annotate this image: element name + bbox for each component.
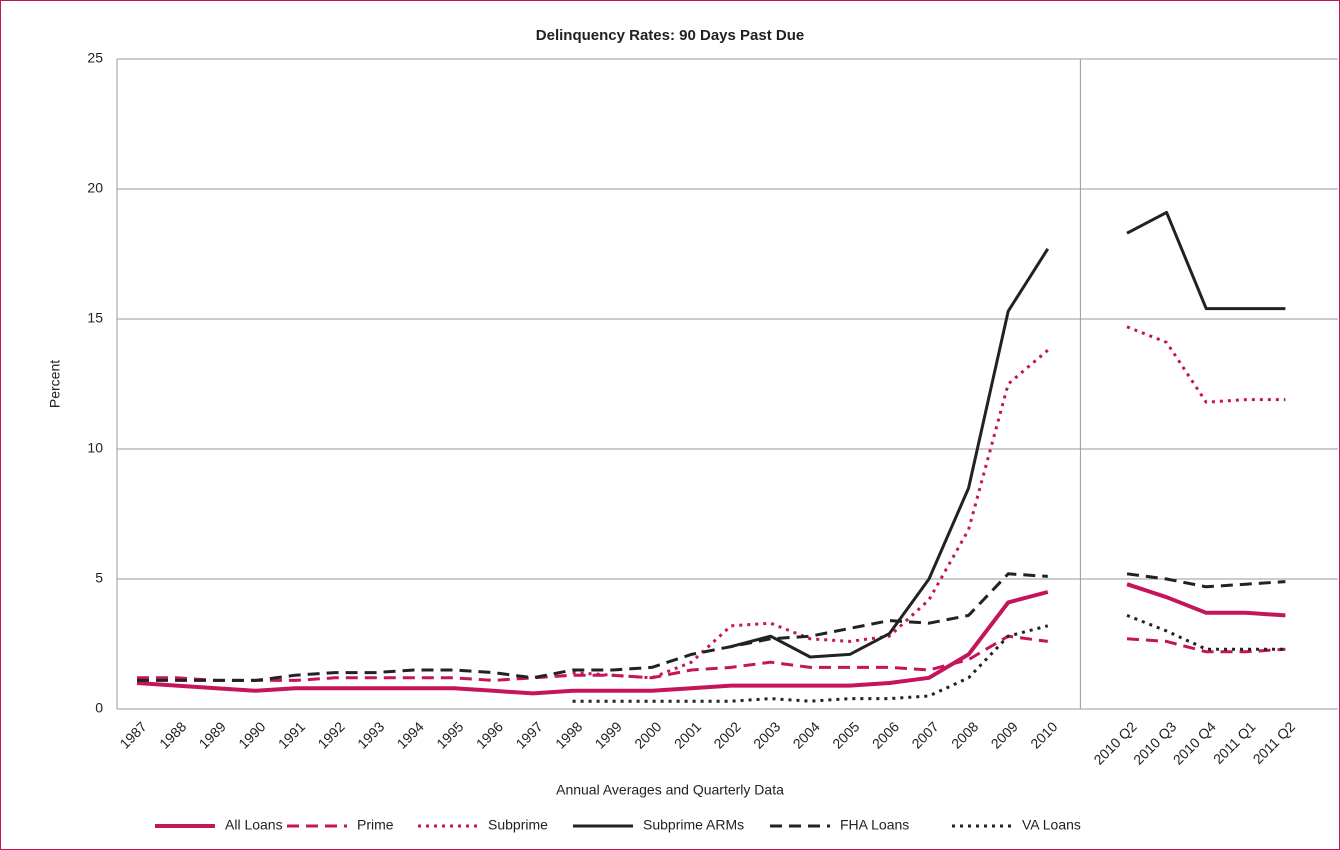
x-tick-label: 2001 bbox=[671, 718, 704, 751]
series-line bbox=[572, 325, 1286, 680]
x-tick-label: 1996 bbox=[473, 718, 506, 751]
y-axis-label: Percent bbox=[47, 360, 63, 408]
x-tick-label: 1995 bbox=[433, 718, 466, 751]
x-tick-label: 2006 bbox=[869, 718, 902, 751]
x-tick-label: 2011 Q1 bbox=[1210, 718, 1259, 767]
series-line bbox=[730, 210, 1286, 659]
x-tick-label: 2010 Q3 bbox=[1130, 718, 1179, 767]
legend-label: Subprime ARMs bbox=[643, 817, 744, 833]
series-line bbox=[572, 614, 1286, 703]
x-tick-label: 2005 bbox=[829, 718, 862, 751]
series-line bbox=[136, 582, 1286, 696]
x-tick-label: 1992 bbox=[314, 718, 347, 751]
legend-label: Prime bbox=[357, 817, 394, 833]
x-tick-label: 2010 Q2 bbox=[1090, 718, 1139, 767]
x-tick-label: 1997 bbox=[512, 718, 545, 751]
y-tick-label: 25 bbox=[87, 50, 103, 66]
y-tick-label: 5 bbox=[95, 570, 103, 586]
x-tick-label: 1993 bbox=[354, 718, 387, 751]
x-axis-label: Annual Averages and Quarterly Data bbox=[556, 782, 784, 798]
x-tick-label: 2000 bbox=[631, 718, 664, 751]
x-tick-label: 1988 bbox=[156, 718, 189, 751]
x-tick-label: 2002 bbox=[710, 718, 743, 751]
x-tick-label: 2011 Q2 bbox=[1250, 718, 1299, 767]
x-tick-label: 2010 bbox=[1027, 718, 1060, 751]
legend-label: VA Loans bbox=[1022, 817, 1081, 833]
series-line bbox=[137, 634, 1286, 682]
x-tick-label: 2003 bbox=[750, 718, 783, 751]
x-tick-label: 1987 bbox=[116, 718, 149, 751]
chart-title: Delinquency Rates: 90 Days Past Due bbox=[536, 27, 804, 44]
x-tick-label: 1999 bbox=[592, 718, 625, 751]
x-tick-label: 2004 bbox=[790, 718, 823, 751]
y-tick-label: 10 bbox=[87, 440, 103, 456]
y-tick-label: 0 bbox=[95, 700, 103, 716]
y-tick-label: 15 bbox=[87, 310, 103, 326]
legend-label: Subprime bbox=[488, 817, 548, 833]
x-tick-label: 2009 bbox=[988, 718, 1021, 751]
x-tick-label: 2010 Q4 bbox=[1170, 718, 1219, 767]
x-tick-label: 1998 bbox=[552, 718, 585, 751]
x-tick-label: 1990 bbox=[235, 718, 268, 751]
series-line bbox=[137, 572, 1286, 682]
x-tick-label: 1989 bbox=[196, 718, 229, 751]
x-tick-label: 2008 bbox=[948, 718, 981, 751]
y-tick-label: 20 bbox=[87, 180, 103, 196]
x-tick-label: 1991 bbox=[275, 718, 308, 751]
x-tick-label: 2007 bbox=[908, 718, 941, 751]
legend-label: FHA Loans bbox=[840, 817, 909, 833]
legend-label: All Loans bbox=[225, 817, 283, 833]
x-tick-label: 1994 bbox=[394, 718, 427, 751]
